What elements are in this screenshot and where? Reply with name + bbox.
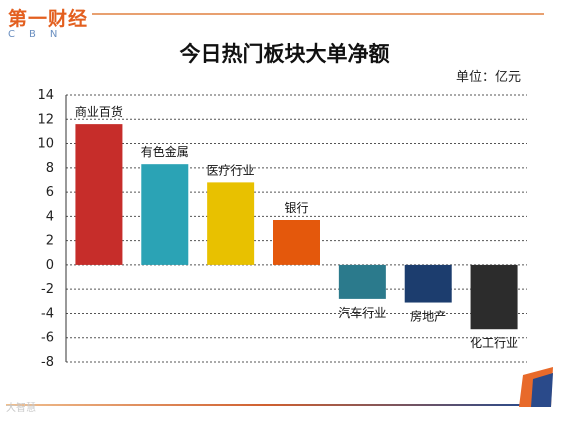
y-tick-label: 12 [37, 112, 54, 127]
category-label: 商业百货 [75, 104, 123, 119]
chart-title: 今日热门板块大单净额 [179, 42, 390, 66]
header-divider [92, 13, 544, 15]
watermark: 大智慧 [6, 403, 36, 414]
y-tick-label: 8 [46, 161, 54, 176]
bar [207, 182, 255, 265]
bar [75, 124, 123, 265]
bar [404, 264, 452, 303]
unit-label: 单位：亿元 [455, 70, 521, 85]
brand-logo: 第一财经 CBN [8, 4, 88, 40]
category-label: 汽车行业 [338, 305, 386, 320]
bar [141, 164, 189, 265]
y-tick-label: -4 [41, 306, 54, 321]
category-label: 有色金属 [141, 144, 189, 159]
bar [273, 220, 320, 265]
y-tick-label: -2 [41, 282, 54, 297]
bar [338, 264, 386, 299]
y-tick-label: 10 [37, 137, 54, 152]
category-label: 医疗行业 [207, 163, 255, 177]
y-tick-label: 4 [46, 209, 54, 224]
corner-badge [519, 367, 553, 407]
category-label: 化工行业 [470, 336, 518, 350]
y-tick-label: -8 [41, 355, 54, 370]
y-tick-label: 0 [46, 258, 54, 273]
y-tick-label: 14 [37, 88, 54, 103]
y-tick-label: 6 [46, 185, 54, 200]
category-label: 银行 [284, 201, 308, 215]
logo-text: 第一财经 [8, 8, 89, 30]
footer-divider [6, 404, 526, 406]
category-label: 房地产 [410, 309, 446, 324]
logo-sub-text: CBN [8, 29, 72, 40]
bar [470, 264, 518, 330]
y-tick-label: 2 [46, 234, 54, 249]
y-tick-label: -6 [41, 331, 54, 346]
header-banner: 第一财经 CBN [0, 0, 569, 44]
